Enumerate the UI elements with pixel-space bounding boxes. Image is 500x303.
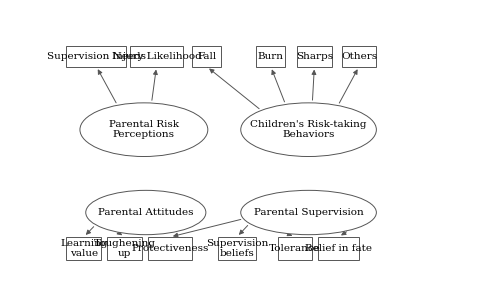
Text: Fall: Fall xyxy=(197,52,216,61)
FancyBboxPatch shape xyxy=(342,46,376,67)
Text: Toughening
up: Toughening up xyxy=(94,239,156,258)
FancyBboxPatch shape xyxy=(297,46,332,67)
FancyBboxPatch shape xyxy=(278,237,312,260)
Text: Parental Supervision: Parental Supervision xyxy=(254,208,364,217)
Text: Learning
value: Learning value xyxy=(60,239,108,258)
Text: Tolerance: Tolerance xyxy=(269,244,321,253)
Text: Supervision
beliefs: Supervision beliefs xyxy=(206,239,268,258)
FancyBboxPatch shape xyxy=(107,237,142,260)
Text: Parental Attitudes: Parental Attitudes xyxy=(98,208,194,217)
Ellipse shape xyxy=(80,103,208,157)
FancyBboxPatch shape xyxy=(66,46,126,67)
Ellipse shape xyxy=(241,190,376,235)
Text: Belief in fate: Belief in fate xyxy=(305,244,372,253)
Text: Sharps: Sharps xyxy=(296,52,333,61)
FancyBboxPatch shape xyxy=(148,237,192,260)
FancyBboxPatch shape xyxy=(66,237,101,260)
Text: Others: Others xyxy=(341,52,377,61)
Text: Injury Likelihood: Injury Likelihood xyxy=(112,52,202,61)
Ellipse shape xyxy=(241,103,376,157)
Text: Supervision Needs: Supervision Needs xyxy=(47,52,146,61)
Text: Burn: Burn xyxy=(258,52,284,61)
FancyBboxPatch shape xyxy=(130,46,182,67)
FancyBboxPatch shape xyxy=(192,46,222,67)
Text: Protectiveness: Protectiveness xyxy=(132,244,208,253)
Ellipse shape xyxy=(86,190,206,235)
FancyBboxPatch shape xyxy=(218,237,256,260)
Text: Children's Risk-taking
Behaviors: Children's Risk-taking Behaviors xyxy=(250,120,367,139)
Text: Parental Risk
Perceptions: Parental Risk Perceptions xyxy=(109,120,179,139)
FancyBboxPatch shape xyxy=(256,46,286,67)
FancyBboxPatch shape xyxy=(318,237,359,260)
